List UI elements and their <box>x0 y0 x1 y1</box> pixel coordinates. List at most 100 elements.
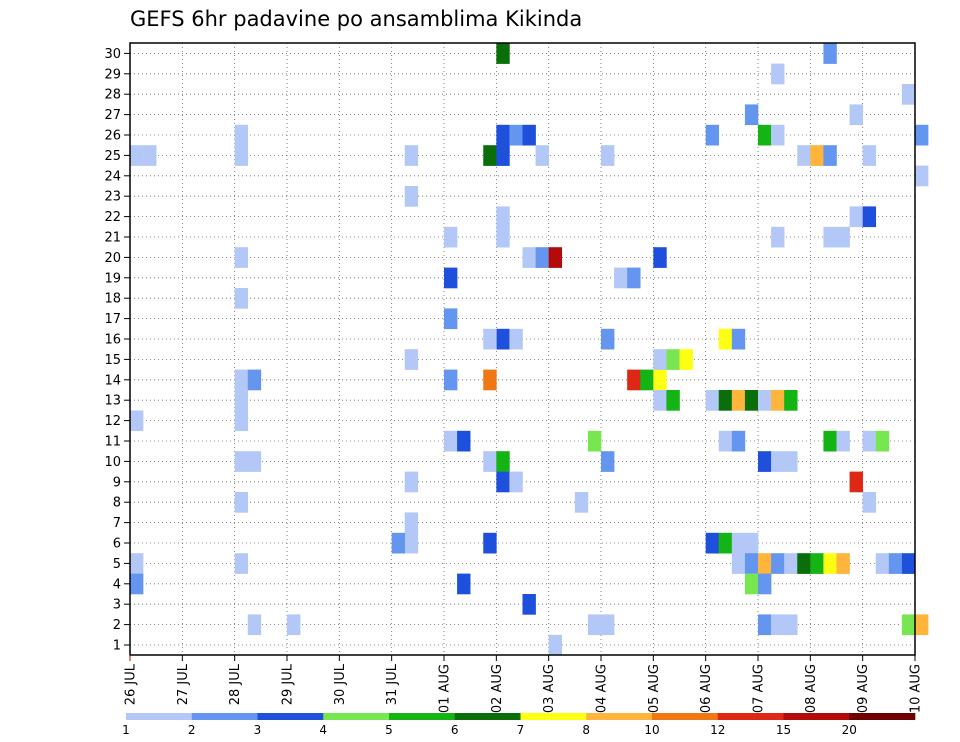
legend-swatch <box>586 713 653 720</box>
precip-cell <box>653 349 667 370</box>
precip-cell <box>875 553 890 574</box>
precip-cell <box>666 390 680 411</box>
legend-swatch <box>520 713 587 720</box>
precip-cell <box>444 267 458 289</box>
precip-cell <box>496 206 510 228</box>
legend-swatch <box>454 713 521 720</box>
precip-cell <box>888 553 903 574</box>
legend-label: 7 <box>517 723 525 737</box>
x-tick-label: 30 JUL <box>333 663 348 705</box>
precip-cell <box>247 369 262 391</box>
y-tick-label: 10 <box>104 455 121 470</box>
precip-cell <box>849 471 863 493</box>
precip-cell <box>234 288 249 309</box>
precip-cell <box>823 145 837 166</box>
precip-cell <box>862 206 877 228</box>
x-tick-label: 02 AUG <box>490 664 505 713</box>
precip-cell <box>535 145 549 166</box>
precip-cell <box>483 145 497 166</box>
precip-cell <box>771 553 785 574</box>
precip-cell <box>758 614 772 636</box>
precip-cell <box>404 512 419 534</box>
x-tick-label: 10 AUG <box>909 664 924 713</box>
y-tick-label: 19 <box>104 271 121 286</box>
y-tick-label: 7 <box>113 516 121 531</box>
legend-swatch <box>126 713 193 720</box>
precip-cell <box>548 247 563 268</box>
precip-cell <box>522 247 536 268</box>
legend-label: 2 <box>188 723 196 737</box>
precip-cell <box>862 145 877 166</box>
precip-cell <box>404 532 419 554</box>
x-tick-label: 09 AUG <box>856 664 871 713</box>
precip-cell <box>287 614 301 636</box>
y-tick-label: 12 <box>104 414 121 429</box>
precip-cell <box>496 471 510 493</box>
precip-cell <box>744 532 759 554</box>
precip-cell <box>247 451 262 472</box>
precip-cell <box>404 186 419 207</box>
precip-cell <box>234 145 249 166</box>
y-tick-label: 27 <box>104 108 121 123</box>
precip-cell <box>640 369 654 391</box>
precip-cell <box>915 124 929 146</box>
precip-cell <box>771 614 785 636</box>
precip-cell <box>653 369 667 391</box>
y-tick-label: 13 <box>104 394 121 409</box>
legend-swatch <box>783 713 850 720</box>
precip-cell <box>535 247 549 268</box>
y-tick-label: 20 <box>104 251 121 266</box>
precip-cell <box>234 390 249 411</box>
precip-cell <box>130 573 144 595</box>
precip-cell <box>444 308 458 330</box>
precip-cell <box>849 104 863 126</box>
precip-cell <box>587 430 602 452</box>
legend-swatch <box>717 713 784 720</box>
precip-cell <box>718 390 733 411</box>
precip-cell <box>836 553 850 574</box>
y-tick-label: 1 <box>113 639 121 654</box>
legend-swatch <box>652 713 719 720</box>
y-tick-label: 30 <box>104 47 121 62</box>
precip-cell <box>731 532 746 554</box>
precip-cell <box>836 226 850 248</box>
y-tick-label: 17 <box>104 312 121 327</box>
precip-cell <box>758 553 772 574</box>
precip-cell <box>862 492 877 513</box>
precip-cell <box>875 430 890 452</box>
precip-cell <box>849 206 863 228</box>
precip-cell <box>823 430 837 452</box>
x-tick-label: 04 AUG <box>595 664 610 713</box>
precip-cell <box>234 247 249 268</box>
y-tick-label: 21 <box>104 231 121 246</box>
precip-cell <box>234 124 249 146</box>
precip-cell <box>862 430 877 452</box>
y-tick-label: 14 <box>104 373 121 388</box>
y-tick-label: 8 <box>113 496 121 511</box>
precip-cell <box>587 614 602 636</box>
precip-cell <box>810 553 824 574</box>
precip-cell <box>797 553 811 574</box>
precip-cell <box>915 165 929 187</box>
precip-cell <box>718 430 733 452</box>
precip-cell <box>758 573 772 595</box>
precip-cell <box>771 390 785 411</box>
precip-cell <box>234 410 249 432</box>
y-tick-label: 5 <box>113 557 121 572</box>
legend-label: 4 <box>319 723 327 737</box>
precip-cell <box>457 430 471 452</box>
precipitation-cells <box>130 43 929 656</box>
y-tick-label: 25 <box>104 149 121 164</box>
precip-cell <box>718 328 733 350</box>
y-axis-ticks: 1234567891011121314151617181920212223242… <box>104 47 130 654</box>
legend-label: 3 <box>254 723 262 737</box>
precip-cell <box>601 451 615 472</box>
precip-cell <box>509 328 523 350</box>
precip-cell <box>901 84 916 105</box>
legend-label: 8 <box>582 723 590 737</box>
x-tick-label: 26 JUL <box>124 663 139 705</box>
precip-cell <box>483 532 497 554</box>
x-tick-label: 28 JUL <box>228 663 243 705</box>
precip-cell <box>771 124 785 146</box>
precip-cell <box>731 553 746 574</box>
